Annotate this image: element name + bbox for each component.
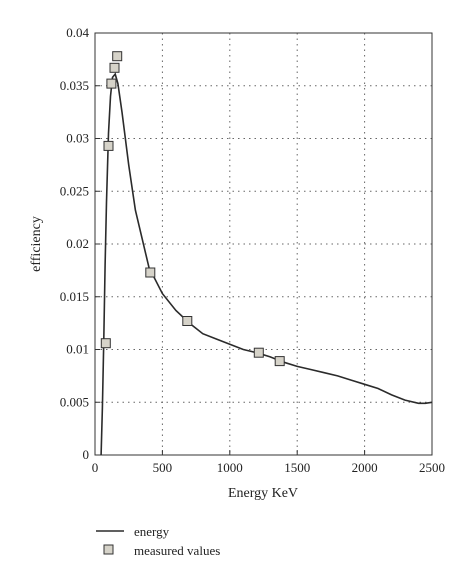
y-tick-label: 0.04 bbox=[66, 25, 89, 40]
grid-lines bbox=[95, 33, 432, 455]
measured-value-point bbox=[106, 78, 117, 89]
measured-value-point bbox=[182, 316, 193, 326]
measured-value-point bbox=[253, 347, 264, 358]
measured-value-point bbox=[112, 51, 123, 62]
y-tick-label: 0.015 bbox=[60, 289, 89, 304]
x-tick-label: 1000 bbox=[217, 460, 243, 475]
measured-value-point bbox=[109, 62, 120, 73]
energy-curve bbox=[100, 72, 433, 456]
legend-energy-label: energy bbox=[134, 524, 170, 539]
x-tick-label: 2000 bbox=[352, 460, 378, 475]
axis-ticks: 0 500 1000 1500 2000 2500 0 0.005 0.01 0.015 0.02 0… bbox=[60, 25, 445, 475]
y-axis-title: efficiency bbox=[29, 216, 44, 272]
x-tick-label: 1500 bbox=[284, 460, 310, 475]
y-tick-label: 0 bbox=[83, 447, 90, 462]
measured-values-series bbox=[100, 51, 285, 367]
y-tick-label: 0.01 bbox=[66, 342, 89, 357]
x-tick-label: 0 bbox=[92, 460, 99, 475]
measured-value-point bbox=[100, 338, 111, 349]
legend-measured-values-swatch bbox=[103, 544, 114, 555]
y-tick-label: 0.035 bbox=[60, 78, 89, 93]
legend: energy measured values bbox=[96, 524, 220, 558]
y-tick-label: 0.025 bbox=[60, 183, 89, 198]
x-tick-label: 2500 bbox=[419, 460, 445, 475]
y-tick-label: 0.02 bbox=[66, 236, 89, 251]
y-tick-label: 0.005 bbox=[60, 394, 89, 409]
legend-measured-values-label: measured values bbox=[134, 543, 220, 558]
x-axis-title: Energy KeV bbox=[228, 486, 298, 501]
x-tick-label: 500 bbox=[153, 460, 173, 475]
energy-series bbox=[100, 72, 433, 456]
measured-value-point bbox=[274, 356, 285, 367]
measured-value-point bbox=[145, 267, 156, 278]
y-tick-label: 0.03 bbox=[66, 131, 89, 146]
measured-value-point bbox=[103, 140, 114, 151]
